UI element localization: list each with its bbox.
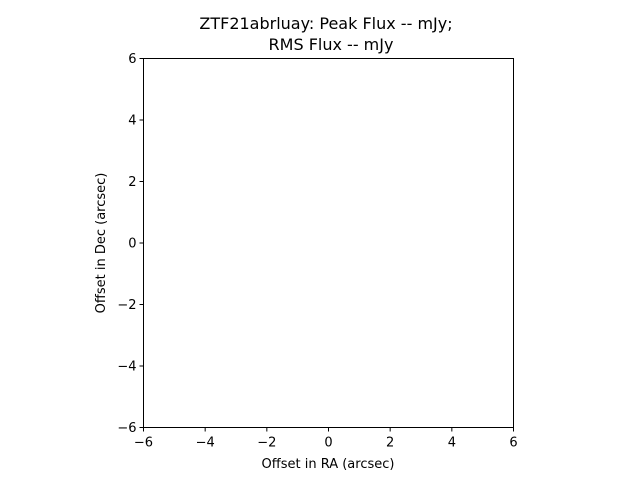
y-tick-label: 4 [128,114,136,129]
y-axis-label: Offset in Dec (arcsec) [94,173,109,314]
y-tick-label: 2 [128,175,136,190]
chart-title-line-2: RMS Flux -- mJy [269,35,394,54]
y-tick-label: 0 [128,237,136,252]
y-tick-label: −6 [117,421,136,436]
x-axis: −6 −4 −2 0 2 4 6 [134,427,518,451]
plot-area [143,58,514,428]
x-tick-label: −4 [196,436,215,451]
x-tick-label: −6 [134,436,153,451]
y-tick-label: −4 [117,360,136,375]
x-tick-label: 0 [324,436,332,451]
x-tick-label: −2 [257,436,276,451]
x-tick-label: 4 [448,436,456,451]
y-axis: −6 −4 −2 0 2 4 6 [117,52,144,436]
y-tick-label: 6 [128,52,136,67]
x-tick-label: 6 [509,436,517,451]
x-axis-label: Offset in RA (arcsec) [262,457,395,472]
x-tick-label: 2 [386,436,394,451]
chart-title-line-1: ZTF21abrluay: Peak Flux -- mJy; [199,14,452,33]
y-tick-label: −2 [117,298,136,313]
